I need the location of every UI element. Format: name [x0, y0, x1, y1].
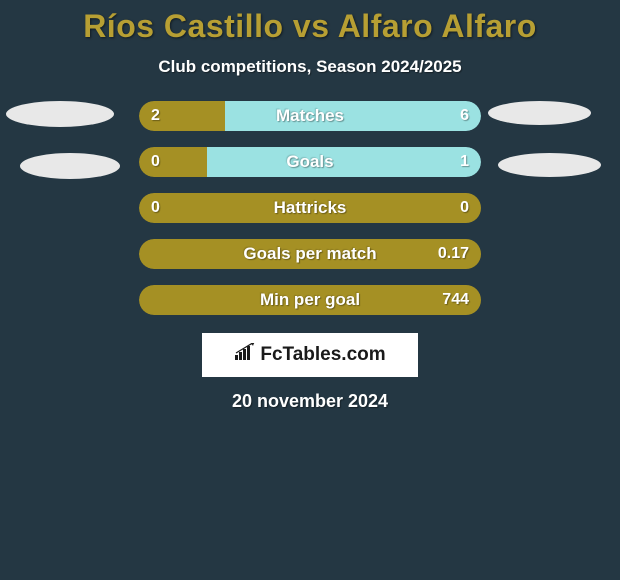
decorative-ellipse: [20, 153, 120, 179]
stat-row: Goals01: [139, 147, 481, 177]
bar-right: [225, 101, 482, 131]
stat-row: Matches26: [139, 101, 481, 131]
stat-row: Hattricks00: [139, 193, 481, 223]
comparison-chart: Matches26 Goals01 Hattricks00 Goals per mat…: [0, 101, 620, 315]
bar-left: [139, 101, 225, 131]
decorative-ellipse: [498, 153, 601, 177]
date-label: 20 november 2024: [0, 391, 620, 412]
stat-row: Min per goal744: [139, 285, 481, 315]
page-title: Ríos Castillo vs Alfaro Alfaro: [0, 0, 620, 45]
bar-left: [139, 239, 481, 269]
subtitle: Club competitions, Season 2024/2025: [0, 57, 620, 77]
decorative-ellipse: [6, 101, 114, 127]
bar-left: [139, 147, 207, 177]
stat-row: Goals per match0.17: [139, 239, 481, 269]
bar-left: [139, 285, 481, 315]
brand-text: FcTables.com: [260, 344, 385, 366]
decorative-ellipse: [488, 101, 591, 125]
brand-logo: FcTables.com: [202, 333, 418, 377]
bar-right: [207, 147, 481, 177]
bar-left: [139, 193, 481, 223]
chart-icon: [234, 343, 256, 367]
